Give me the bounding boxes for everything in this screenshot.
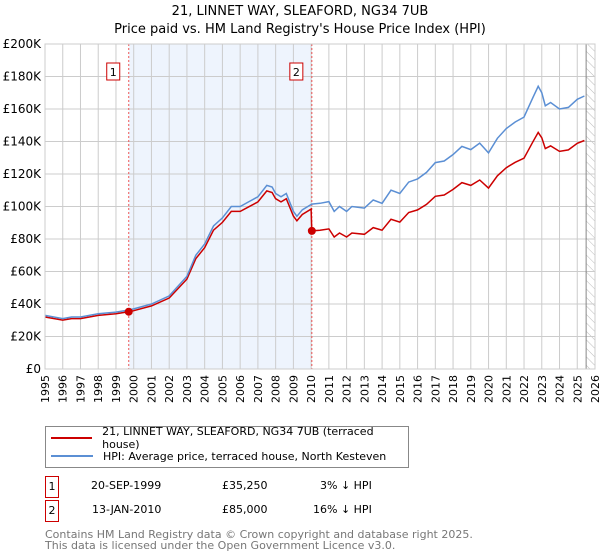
sale-number-badge: 2 <box>45 500 59 522</box>
sale-point <box>124 307 133 316</box>
x-tick-label: 2017 <box>429 375 442 403</box>
x-tick-label: 2007 <box>252 375 265 403</box>
title-line-2: Price paid vs. HM Land Registry's House … <box>114 22 486 37</box>
sale-price: £35,250 <box>222 479 268 492</box>
sale-date: 20-SEP-1999 <box>91 479 162 492</box>
x-tick-label: 2022 <box>518 375 531 403</box>
footer-copyright: Contains HM Land Registry data © Crown c… <box>45 528 473 541</box>
x-tick-label: 2021 <box>500 375 513 403</box>
x-tick-label: 1997 <box>74 375 87 403</box>
legend: 21, LINNET WAY, SLEAFORD, NG34 7UB (terr… <box>45 425 409 468</box>
x-tick-label: 2006 <box>234 375 247 403</box>
x-tick-label: 1999 <box>110 375 123 403</box>
sale-row: 2 13-JAN-2010 £85,000 16% ↓ HPI <box>45 500 445 524</box>
y-tick-label: £120K <box>3 167 43 181</box>
x-tick-label: 2010 <box>305 375 318 403</box>
x-tick-label: 2020 <box>483 375 496 403</box>
y-tick-label: £80K <box>10 232 42 246</box>
sale-label-box <box>289 62 304 81</box>
x-tick-label: 2014 <box>376 375 389 403</box>
legend-item-hpi: HPI: Average price, terraced house, Nort… <box>51 448 386 464</box>
x-tick-label: 2000 <box>128 375 141 403</box>
x-tick-label: 2002 <box>163 375 176 403</box>
hpi-line <box>44 84 585 320</box>
y-tick-label: £160K <box>3 102 43 116</box>
x-tick-label: 2012 <box>341 375 354 403</box>
x-tick-label: 2013 <box>358 375 371 403</box>
x-tick-label: 2008 <box>270 375 283 403</box>
legend-label-property: 21, LINNET WAY, SLEAFORD, NG34 7UB (terr… <box>102 425 374 451</box>
footer: Contains HM Land Registry data © Crown c… <box>45 529 473 551</box>
x-tick-label: 1998 <box>92 375 105 403</box>
sale-hpi-diff: 3% ↓ HPI <box>320 479 372 492</box>
sale-price: £85,000 <box>222 503 268 516</box>
y-tick-label: £0 <box>26 362 41 376</box>
x-tick-label: 2025 <box>571 375 584 403</box>
y-tick-label: £60K <box>10 265 42 279</box>
title-line-1: 21, LINNET WAY, SLEAFORD, NG34 7UB <box>171 4 429 19</box>
y-tick-label: £140K <box>3 135 43 149</box>
footer-licence: This data is licensed under the Open Gov… <box>45 539 396 552</box>
x-tick-label: 1995 <box>39 375 52 403</box>
x-tick-label: 2016 <box>412 375 425 403</box>
sale-label: 1 <box>110 66 117 79</box>
legend-label-hpi: HPI: Average price, terraced house, Nort… <box>103 449 387 463</box>
plot-border <box>44 43 596 370</box>
legend-swatch-hpi <box>51 455 93 457</box>
chart-title: 21, LINNET WAY, SLEAFORD, NG34 7UB Price… <box>0 3 600 39</box>
y-tick-label: £100K <box>3 200 43 214</box>
legend-swatch-property <box>51 437 93 439</box>
sale-number-badge: 1 <box>45 476 59 498</box>
sale-label: 2 <box>293 66 300 79</box>
x-tick-label: 2018 <box>447 375 460 403</box>
x-tick-label: 2011 <box>323 375 336 403</box>
x-tick-label: 2001 <box>145 375 158 403</box>
sale-point <box>307 226 316 235</box>
legend-item-property: 21, LINNET WAY, SLEAFORD, NG34 7UB (terr… <box>51 425 408 451</box>
y-tick-label: £20K <box>10 330 42 344</box>
sale-hpi-diff: 16% ↓ HPI <box>313 503 372 516</box>
y-tick-label: £40K <box>10 297 42 311</box>
x-tick-label: 2009 <box>287 375 300 403</box>
y-tick-label: £180K <box>3 70 43 84</box>
x-tick-label: 2003 <box>181 375 194 403</box>
x-tick-label: 2005 <box>216 375 229 403</box>
x-tick-label: 2019 <box>465 375 478 403</box>
x-tick-label: 2004 <box>199 375 212 403</box>
price-chart: 1995 1996 1997 1998 1999 2000 2001 2002 2003 2004… <box>3 37 600 403</box>
y-tick-label: £200K <box>3 37 43 51</box>
sale-label-box <box>106 62 121 81</box>
x-tick-label: 2023 <box>536 375 549 403</box>
sale-date: 13-JAN-2010 <box>92 503 162 516</box>
x-tick-label: 1996 <box>57 375 70 403</box>
x-tick-label: 2015 <box>394 375 407 403</box>
property-price-line <box>44 130 585 321</box>
x-tick-label: 2026 <box>589 375 600 403</box>
sale-row: 1 20-SEP-1999 £35,250 3% ↓ HPI <box>45 476 445 500</box>
x-tick-label: 2024 <box>554 375 567 403</box>
